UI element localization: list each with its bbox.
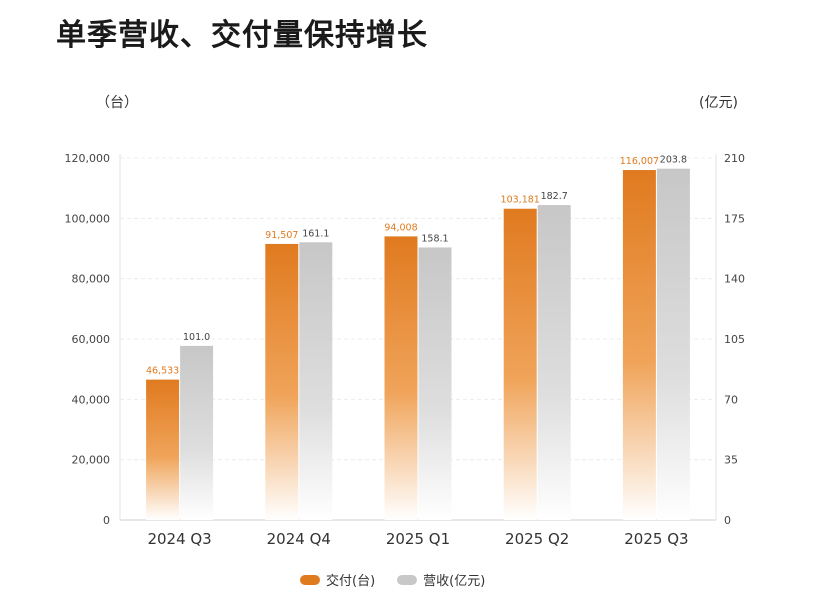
- bar-deliveries: [503, 208, 537, 521]
- right-axis-tick: 140: [724, 273, 745, 286]
- data-label-revenue: 182.7: [541, 191, 568, 202]
- left-axis-tick: 100,000: [65, 212, 111, 225]
- left-axis-tick: 120,000: [65, 152, 111, 165]
- bar-revenue: [537, 205, 571, 520]
- left-axis-tick: 80,000: [72, 273, 111, 286]
- data-label-revenue: 203.8: [660, 155, 687, 166]
- bars: [146, 168, 690, 521]
- data-label-deliveries: 103,181: [501, 195, 540, 206]
- chart-title: 单季营收、交付量保持增长: [56, 18, 428, 53]
- axes: 0 0 20,000 35 40,000 70 60,000 105 80,000 140 100,…: [65, 152, 746, 548]
- data-labels: 46,533 101.0 91,507 161.1 94,008 158.1 103,181…: [146, 155, 687, 377]
- right-axis-tick: 35: [724, 454, 738, 467]
- right-axis-tick: 175: [724, 212, 745, 225]
- legend-item-revenue: 营收(亿元): [397, 570, 485, 589]
- data-label-revenue: 161.1: [302, 228, 329, 239]
- bar-revenue: [180, 345, 214, 520]
- data-label-deliveries: 46,533: [146, 366, 179, 377]
- bar-revenue: [299, 242, 333, 520]
- x-axis-tick: 2025 Q3: [624, 530, 688, 548]
- legend-swatch-revenue: [397, 574, 418, 585]
- bar-deliveries: [384, 236, 418, 521]
- left-axis-tick: 60,000: [72, 333, 111, 346]
- data-label-deliveries: 94,008: [384, 222, 417, 233]
- x-axis-tick: 2025 Q2: [505, 530, 569, 548]
- bar-deliveries: [146, 379, 180, 520]
- legend-item-deliveries: 交付(台): [300, 570, 375, 589]
- right-axis-tick: 70: [724, 393, 738, 406]
- data-label-revenue: 158.1: [421, 233, 448, 244]
- right-axis-tick: 105: [724, 333, 745, 346]
- bar-revenue: [418, 247, 452, 521]
- bar-deliveries: [265, 243, 299, 520]
- x-axis-tick: 2024 Q4: [267, 530, 331, 548]
- legend-swatch-deliveries: [300, 574, 320, 585]
- legend-label-revenue: 营收(亿元): [423, 574, 486, 589]
- right-axis-tick: 0: [724, 514, 731, 527]
- right-axis-tick: 210: [724, 152, 745, 165]
- left-axis-tick: 0: [103, 514, 110, 527]
- x-axis-tick: 2025 Q1: [386, 530, 450, 548]
- bar-revenue: [656, 168, 690, 520]
- data-label-revenue: 101.0: [183, 332, 210, 343]
- grid-lines: [120, 157, 716, 461]
- data-label-deliveries: 91,507: [265, 230, 298, 241]
- legend-label-deliveries: 交付(台): [326, 574, 376, 589]
- legend: 交付(台) 营收(亿元): [300, 570, 485, 589]
- left-axis-tick: 20,000: [72, 454, 111, 467]
- bar-deliveries: [622, 170, 656, 521]
- left-axis-tick: 40,000: [72, 393, 111, 406]
- data-label-deliveries: 116,007: [620, 156, 659, 167]
- left-axis-unit: （台）: [96, 95, 138, 111]
- right-axis-unit: (亿元): [699, 95, 738, 111]
- x-axis-tick: 2024 Q3: [147, 530, 211, 548]
